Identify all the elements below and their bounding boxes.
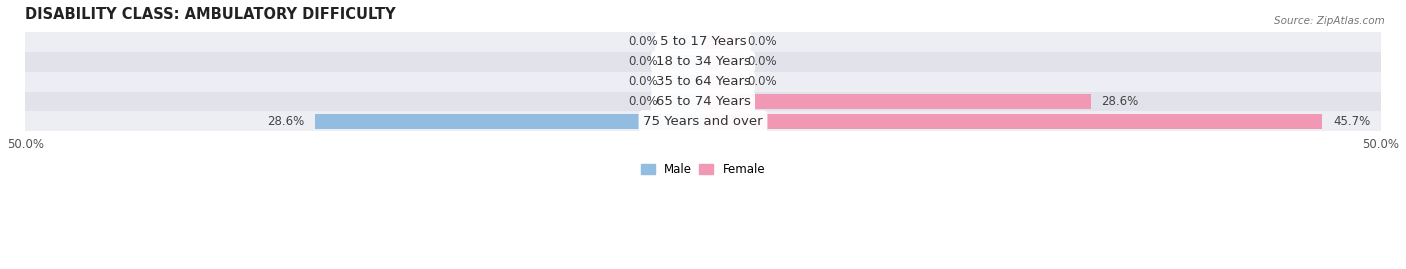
Bar — [25, 92, 1381, 111]
Bar — [25, 111, 1381, 131]
Text: Source: ZipAtlas.com: Source: ZipAtlas.com — [1274, 16, 1385, 26]
Text: 5 to 17 Years: 5 to 17 Years — [659, 36, 747, 48]
Bar — [25, 72, 1381, 92]
Text: 0.0%: 0.0% — [628, 36, 658, 48]
Bar — [669, 55, 703, 69]
Bar — [25, 52, 1381, 72]
Text: 0.0%: 0.0% — [628, 55, 658, 68]
Text: 75 Years and over: 75 Years and over — [643, 115, 763, 128]
Text: 28.6%: 28.6% — [267, 115, 305, 128]
Text: 0.0%: 0.0% — [748, 75, 778, 88]
Bar — [703, 75, 737, 89]
Text: DISABILITY CLASS: AMBULATORY DIFFICULTY: DISABILITY CLASS: AMBULATORY DIFFICULTY — [25, 7, 396, 22]
Text: 0.0%: 0.0% — [628, 95, 658, 108]
Text: 35 to 64 Years: 35 to 64 Years — [655, 75, 751, 88]
Bar — [703, 35, 737, 49]
Bar — [315, 114, 703, 129]
Bar — [669, 75, 703, 89]
Bar — [25, 32, 1381, 52]
Bar — [703, 94, 1091, 109]
Bar — [669, 94, 703, 109]
Text: 0.0%: 0.0% — [748, 36, 778, 48]
Text: 28.6%: 28.6% — [1101, 95, 1139, 108]
Legend: Male, Female: Male, Female — [636, 159, 770, 181]
Text: 0.0%: 0.0% — [748, 55, 778, 68]
Text: 18 to 34 Years: 18 to 34 Years — [655, 55, 751, 68]
Text: 65 to 74 Years: 65 to 74 Years — [655, 95, 751, 108]
Bar — [703, 55, 737, 69]
Bar — [703, 114, 1322, 129]
Bar — [669, 35, 703, 49]
Text: 45.7%: 45.7% — [1333, 115, 1371, 128]
Text: 0.0%: 0.0% — [628, 75, 658, 88]
